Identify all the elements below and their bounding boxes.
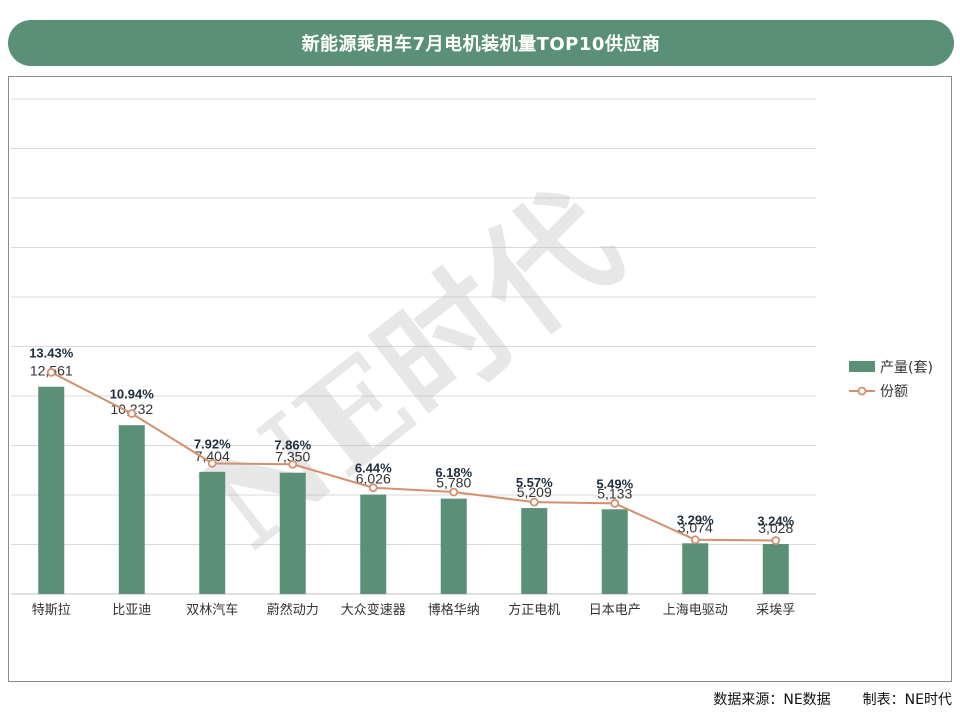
bar-value-label: 5,209: [517, 484, 552, 500]
watermark: NE时代: [176, 164, 647, 579]
legend-bar-swatch: [849, 361, 875, 372]
share-value-label: 7.86%: [274, 437, 311, 452]
share-point: [368, 483, 378, 493]
share-point: [529, 497, 539, 507]
bar: [521, 508, 548, 594]
share-point: [288, 459, 298, 469]
bar-value-label: 5,133: [597, 485, 632, 501]
x-tick-label: 上海电驱动: [663, 603, 728, 618]
chart-svg: NE时代12,56110,2327,4047,3506,0265,7805,20…: [11, 98, 933, 618]
bar-value-label: 5,780: [436, 475, 471, 491]
share-value-label: 5.57%: [516, 475, 553, 490]
share-point: [127, 409, 137, 418]
bar: [279, 472, 306, 594]
share-point: [207, 458, 217, 468]
x-tick-label: 蔚然动力: [267, 602, 319, 618]
share-value-label: 6.44%: [355, 461, 392, 476]
footer: 数据来源：NE数据 制表：NE时代: [713, 689, 952, 709]
bar: [682, 543, 709, 594]
x-tick-label: 大众变速器: [341, 602, 406, 618]
made-by-text: 制表：NE时代: [862, 692, 952, 708]
share-point: [610, 499, 620, 508]
share-value-label: 5.49%: [596, 476, 633, 491]
x-tick-label: 博格华纳: [428, 602, 480, 618]
share-value-label: 13.43%: [29, 345, 74, 360]
share-value-label: 3.29%: [677, 513, 714, 528]
share-value-label: 7.92%: [194, 436, 231, 451]
legend-bar-label: 产量(套): [880, 360, 933, 376]
x-tick-label: 比亚迪: [112, 603, 151, 618]
bar-value-label: 7,350: [275, 449, 310, 465]
legend-line-label: 份额: [880, 384, 908, 400]
x-tick-label: 方正电机: [508, 602, 560, 618]
bar-value-label: 3,074: [678, 519, 713, 535]
legend-line-marker: [857, 386, 867, 396]
chart-title-bar: 新能源乘用车7月电机装机量TOP10供应商: [8, 20, 954, 66]
data-source-text: 数据来源：NE数据: [713, 692, 831, 708]
bar: [199, 471, 226, 594]
share-value-label: 10.94%: [110, 386, 155, 401]
share-value-label: 6.18%: [435, 465, 472, 480]
share-point: [690, 535, 700, 545]
bar: [762, 544, 789, 594]
x-tick-label: 日本电产: [589, 603, 641, 618]
share-value-label: 3.24%: [757, 514, 794, 529]
bar: [601, 509, 628, 594]
share-point: [46, 368, 56, 377]
bar: [38, 386, 65, 594]
bar-value-label: 6,026: [356, 471, 391, 487]
share-point: [449, 487, 459, 497]
bar-value-label: 3,028: [758, 520, 793, 536]
bar: [360, 494, 387, 594]
share-line: [50, 371, 776, 542]
x-tick-label: 特斯拉: [32, 603, 71, 618]
x-tick-label: 采埃孚: [756, 603, 795, 618]
bar: [440, 498, 467, 594]
chart-title: 新能源乘用车7月电机装机量TOP10供应商: [301, 34, 661, 55]
bar: [118, 425, 145, 594]
bar-value-label: 7,404: [195, 448, 230, 464]
x-tick-label: 双林汽车: [186, 602, 238, 618]
chart-frame: NE时代12,56110,2327,4047,3506,0265,7805,20…: [8, 76, 952, 682]
share-point: [771, 536, 781, 545]
